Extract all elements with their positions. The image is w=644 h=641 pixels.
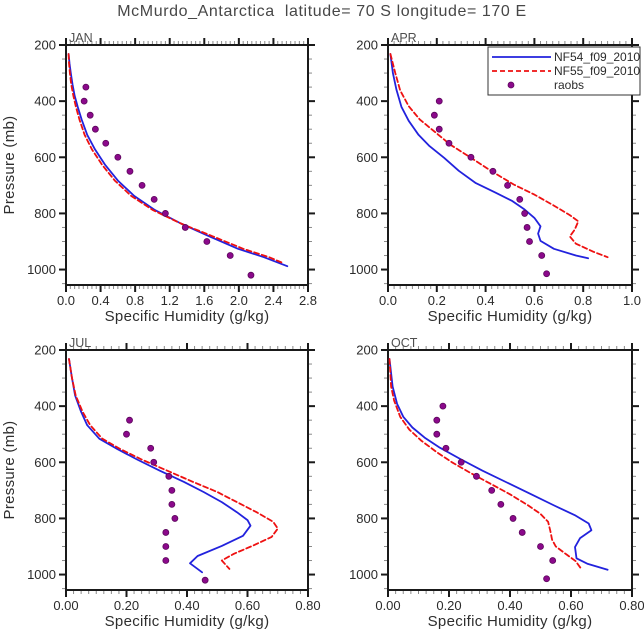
y-axis-title: Pressure (mb): [1, 421, 18, 520]
y-tick-label: 600: [34, 455, 56, 470]
x-tick-label: 0.60: [235, 598, 260, 613]
y-tick-label: 600: [356, 150, 378, 165]
x-axis-title: Specific Humidity (g/kg): [105, 613, 270, 630]
y-tick-label: 400: [356, 399, 378, 414]
x-tick-label: 0.60: [558, 598, 583, 613]
y-tick-label: 800: [34, 511, 56, 526]
panel-JUL: 0.00 0.20 0.40 0.60 0.80 200 400 600 800 1000 JUL S…: [1, 336, 321, 630]
raobs-dots: [430, 97, 550, 278]
nf55-curve: [389, 53, 609, 259]
plot-frame: [387, 44, 633, 286]
nf54-curve: [68, 358, 252, 574]
raobs-dots: [80, 83, 255, 279]
plot-frame: [65, 349, 309, 591]
y-tick-label: 800: [356, 511, 378, 526]
nf55-curve: [67, 53, 285, 265]
panel-month-label: JAN: [69, 31, 93, 45]
y-tick-label: 800: [356, 206, 378, 221]
x-tick-label: 0.8: [574, 293, 592, 308]
y-tick-label: 1000: [349, 567, 378, 582]
nf55-curve: [68, 358, 279, 570]
x-tick-label: 0.8: [126, 293, 144, 308]
x-tick-label: 2.8: [299, 293, 317, 308]
x-tick-label: 0.20: [114, 598, 139, 613]
x-tick-label: 0.0: [379, 293, 397, 308]
panel-OCT: 0.00 0.20 0.40 0.60 0.80 200 400 600 800 1000 OCT S…: [349, 336, 644, 630]
x-tick-label: 0.2: [428, 293, 446, 308]
panel-month-label: OCT: [391, 336, 418, 350]
y-tick-label: 1000: [27, 262, 56, 277]
x-tick-label: 0.00: [53, 598, 78, 613]
x-tick-label: 0.00: [375, 598, 400, 613]
y-tick-label: 1000: [27, 567, 56, 582]
y-tick-label: 400: [34, 399, 56, 414]
y-tick-label: 200: [34, 38, 56, 53]
nf55-curve: [388, 358, 583, 571]
legend-entry-label: raobs: [554, 78, 584, 92]
nf54-curve: [389, 53, 589, 260]
x-tick-label: 1.6: [195, 293, 213, 308]
raobs-dots: [123, 416, 209, 584]
panel-month-label: JUL: [69, 336, 91, 350]
y-axis-title: Pressure (mb): [1, 116, 18, 215]
nf54-curve: [67, 53, 289, 268]
plot-frame: [387, 349, 633, 591]
y-tick-label: 200: [34, 343, 56, 358]
x-tick-label: 2.0: [230, 293, 248, 308]
x-tick-label: 0.80: [619, 598, 644, 613]
x-axis-title: Specific Humidity (g/kg): [105, 308, 270, 325]
nf54-curve: [388, 358, 609, 571]
x-axis-title: Specific Humidity (g/kg): [428, 308, 593, 325]
y-tick-label: 600: [356, 455, 378, 470]
legend-entry-label: NF55_f09_2010: [554, 64, 640, 78]
x-tick-label: 0.80: [295, 598, 320, 613]
figure-title: McMurdo_Antarctica latitude= 70 S longit…: [117, 3, 527, 20]
x-tick-label: 0.40: [174, 598, 199, 613]
x-tick-label: 0.6: [525, 293, 543, 308]
panel-APR: 0.0 0.2 0.4 0.6 0.8 1.0 200 400 600 800 1000 APR Spe…: [349, 31, 641, 325]
x-tick-label: 0.20: [436, 598, 461, 613]
x-tick-label: 1.0: [623, 293, 641, 308]
y-tick-label: 400: [34, 94, 56, 109]
x-tick-label: 0.40: [497, 598, 522, 613]
panel-JAN: 0.0 0.4 0.8 1.2 1.6 2.0 2.4 2.8 200 400 600 800 1000…: [1, 31, 317, 325]
legend-entry-label: NF54_f09_2010: [554, 50, 640, 64]
x-tick-label: 0.4: [477, 293, 495, 308]
y-tick-label: 200: [356, 38, 378, 53]
y-tick-label: 200: [356, 343, 378, 358]
x-tick-label: 1.2: [161, 293, 179, 308]
x-tick-label: 0.4: [92, 293, 110, 308]
legend-dot-sample: [507, 81, 515, 89]
y-tick-label: 600: [34, 150, 56, 165]
raobs-dots: [433, 402, 557, 583]
x-tick-label: 2.4: [264, 293, 282, 308]
x-axis-title: Specific Humidity (g/kg): [428, 613, 593, 630]
plot-frame: [65, 44, 309, 286]
y-tick-label: 1000: [349, 262, 378, 277]
panel-month-label: APR: [391, 31, 417, 45]
x-tick-label: 0.0: [57, 293, 75, 308]
y-tick-label: 800: [34, 206, 56, 221]
y-tick-label: 400: [356, 94, 378, 109]
